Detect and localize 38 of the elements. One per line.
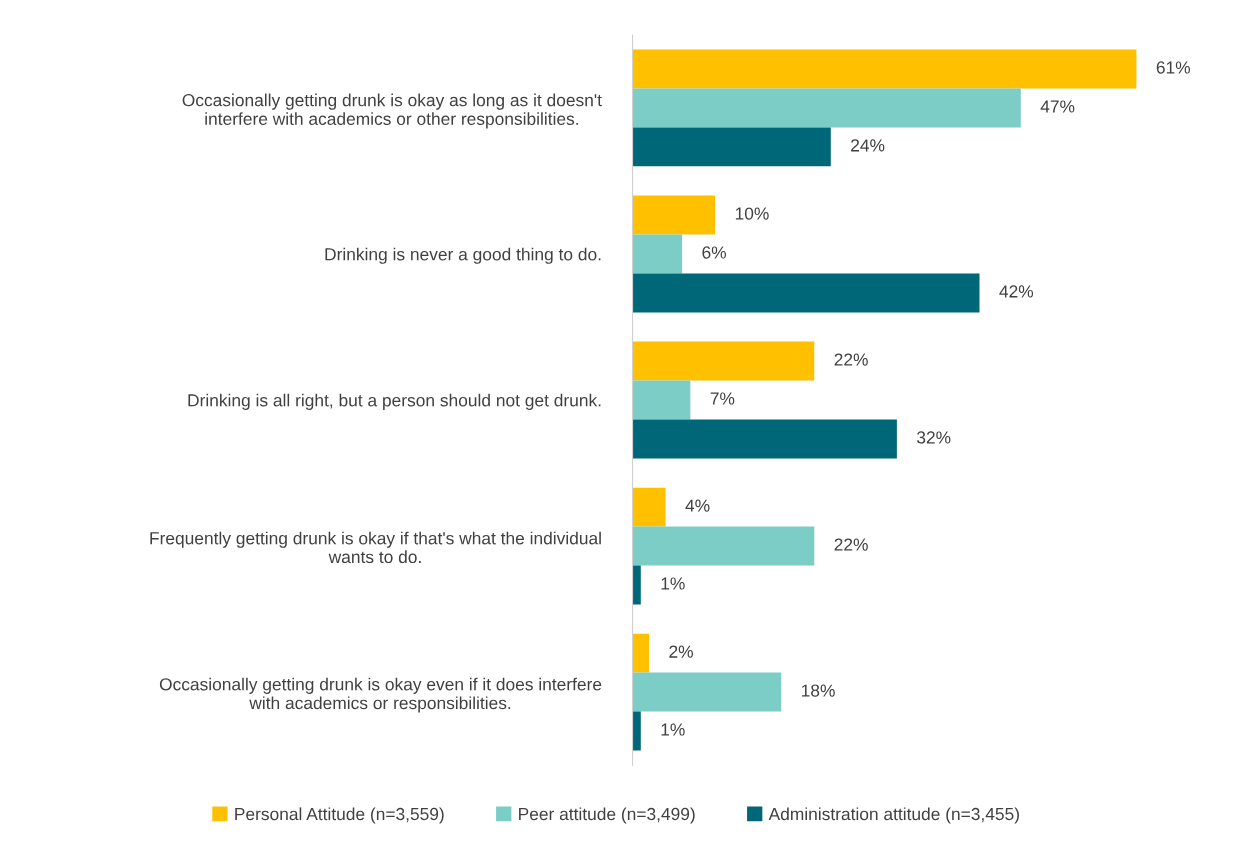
data-label: 22%	[834, 353, 868, 366]
data-label: 6%	[702, 246, 727, 259]
bar	[632, 487, 666, 527]
bar	[632, 127, 831, 167]
data-label: 1%	[661, 577, 685, 590]
data-label: 2%	[669, 645, 693, 658]
bar	[632, 711, 641, 751]
data-label: 10%	[735, 207, 769, 220]
y-tick-label: Occasionally getting drunk is okay as long as it doesn't interfere with academics or other responsibilities.	[182, 93, 602, 129]
bar	[632, 526, 815, 566]
data-label: 32%	[916, 431, 951, 444]
bar	[632, 341, 815, 381]
bar	[632, 565, 641, 605]
bar	[632, 273, 980, 313]
bar	[632, 633, 650, 673]
legend-label: Peer attitude (n=3,499)	[519, 807, 695, 824]
legend-label: Personal Attitude (n=3,559)	[235, 807, 444, 824]
data-label: 61%	[1156, 61, 1191, 74]
data-label: 1%	[661, 723, 685, 736]
bar	[632, 672, 782, 712]
data-label: 47%	[1040, 100, 1075, 113]
legend-label: Administration attitude (n=3,455)	[768, 807, 1019, 824]
bar	[632, 195, 716, 235]
data-label: 7%	[710, 392, 735, 405]
y-tick-label: Occasionally getting drunk is okay even if it does interfere with academics or responsibilities.	[159, 677, 602, 713]
bar	[632, 49, 1137, 89]
y-tick-label: Drinking is all right, but a person should not get drunk.	[188, 393, 601, 410]
data-label: 22%	[834, 538, 868, 551]
y-tick-label: Drinking is never a good thing to do.	[325, 247, 601, 264]
bar	[632, 380, 691, 420]
bar	[632, 234, 683, 274]
data-label: 4%	[685, 499, 710, 512]
data-label: 42%	[999, 285, 1034, 298]
bar	[632, 88, 1021, 128]
y-tick-label: Frequently getting drunk is okay if that's what the individual wants to do.	[150, 531, 601, 564]
data-label: 24%	[851, 139, 885, 152]
bar	[632, 419, 897, 459]
data-label: 18%	[802, 684, 835, 697]
